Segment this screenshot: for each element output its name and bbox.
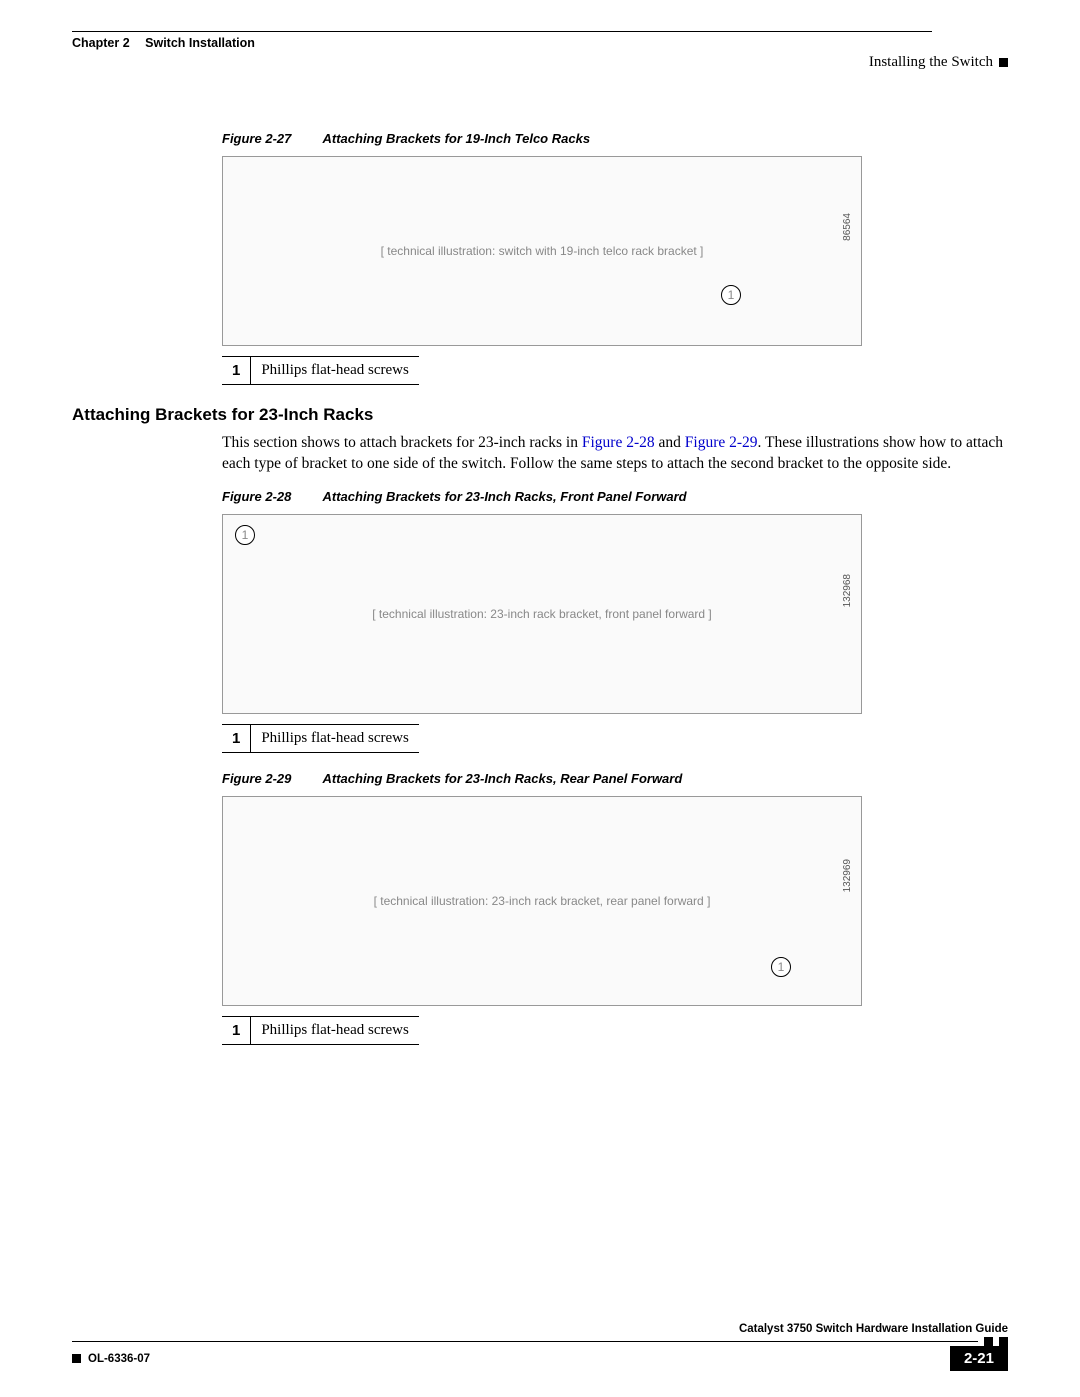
- figure-placeholder: [ technical illustration: 23-inch rack b…: [374, 894, 711, 908]
- xref-figure-2-28[interactable]: Figure 2-28: [582, 434, 655, 451]
- footer-doc-number: OL-6336-07: [72, 1353, 150, 1365]
- figure-image-28: [ technical illustration: 23-inch rack b…: [222, 514, 862, 714]
- figure-placeholder: [ technical illustration: 23-inch rack b…: [372, 607, 712, 621]
- figure-image-29: [ technical illustration: 23-inch rack b…: [222, 796, 862, 1006]
- figure-title: Attaching Brackets for 23-Inch Racks, Re…: [323, 771, 683, 786]
- header-left: Chapter 2 Switch Installation: [72, 30, 932, 50]
- figure-caption-29: Figure 2-29 Attaching Brackets for 23-In…: [222, 771, 1008, 786]
- legend-table-29: 1 Phillips flat-head screws: [222, 1016, 419, 1045]
- legend-num: 1: [222, 724, 251, 752]
- legend-text: Phillips flat-head screws: [251, 1016, 419, 1044]
- legend-table-28: 1 Phillips flat-head screws: [222, 724, 419, 753]
- section-heading: Attaching Brackets for 23-Inch Racks: [72, 405, 1008, 425]
- section-title: Installing the Switch: [869, 54, 993, 71]
- page-header: Chapter 2 Switch Installation: [72, 30, 1008, 50]
- figure-placeholder: [ technical illustration: switch with 19…: [381, 244, 704, 258]
- para-text: and: [655, 434, 685, 451]
- doc-number: OL-6336-07: [88, 1353, 150, 1365]
- figure-caption-27: Figure 2-27 Attaching Brackets for 19-In…: [222, 131, 1008, 146]
- figure-id: 132968: [842, 574, 853, 607]
- figure-title: Attaching Brackets for 23-Inch Racks, Fr…: [323, 489, 687, 504]
- callout-1: 1: [771, 957, 791, 977]
- main-content: Figure 2-27 Attaching Brackets for 19-In…: [222, 131, 1008, 1045]
- figure-number: Figure 2-27: [222, 131, 291, 146]
- callout-1: 1: [235, 525, 255, 545]
- callout-1: 1: [721, 285, 741, 305]
- table-row: 1 Phillips flat-head screws: [222, 1016, 419, 1044]
- chapter-title: Switch Installation: [145, 36, 255, 50]
- figure-image-27: [ technical illustration: switch with 19…: [222, 156, 862, 346]
- legend-text: Phillips flat-head screws: [251, 724, 419, 752]
- footer-marker-icon: [999, 1337, 1008, 1346]
- section-paragraph: This section shows to attach brackets fo…: [222, 433, 1008, 475]
- table-row: 1 Phillips flat-head screws: [222, 724, 419, 752]
- legend-table-27: 1 Phillips flat-head screws: [222, 356, 419, 385]
- figure-title: Attaching Brackets for 19-Inch Telco Rac…: [323, 131, 591, 146]
- footer-marker-icon: [984, 1337, 993, 1346]
- footer-guide-title: Catalyst 3750 Switch Hardware Installati…: [72, 1323, 1008, 1335]
- footer-marker-icon: [72, 1354, 81, 1363]
- legend-text: Phillips flat-head screws: [251, 357, 419, 385]
- figure-caption-28: Figure 2-28 Attaching Brackets for 23-In…: [222, 489, 1008, 504]
- legend-num: 1: [222, 357, 251, 385]
- chapter-label: Chapter 2: [72, 36, 130, 50]
- page-number: 2-21: [950, 1346, 1008, 1371]
- figure-id: 132969: [842, 859, 853, 892]
- header-marker-icon: [999, 58, 1008, 67]
- para-text: This section shows to attach brackets fo…: [222, 434, 582, 451]
- page-footer: Catalyst 3750 Switch Hardware Installati…: [72, 1323, 1008, 1371]
- figure-number: Figure 2-28: [222, 489, 291, 504]
- figure-id: 86564: [842, 213, 853, 241]
- table-row: 1 Phillips flat-head screws: [222, 357, 419, 385]
- legend-num: 1: [222, 1016, 251, 1044]
- figure-number: Figure 2-29: [222, 771, 291, 786]
- xref-figure-2-29[interactable]: Figure 2-29: [685, 434, 758, 451]
